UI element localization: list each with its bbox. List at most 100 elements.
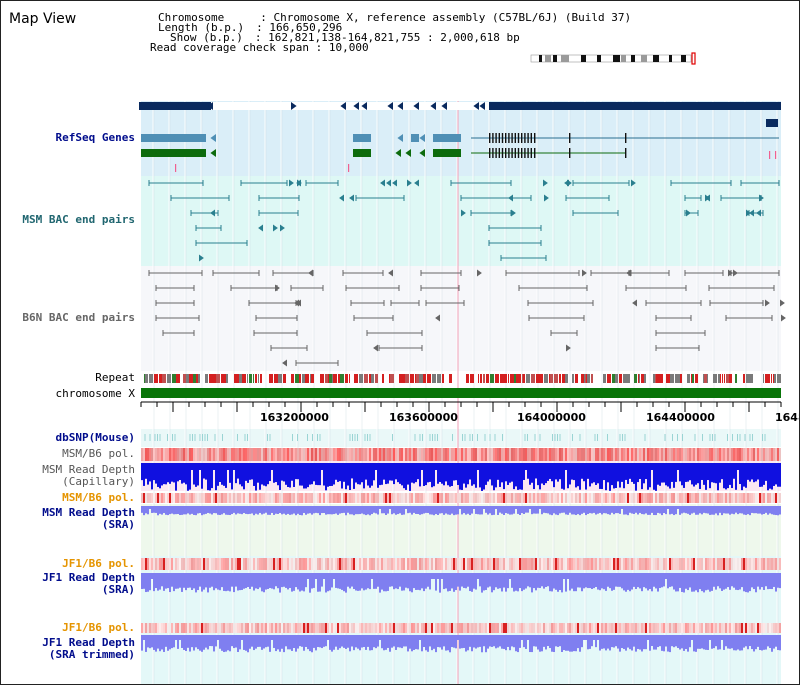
msm-depth-sra-bar: [207, 506, 209, 513]
msm-b6-pol-sra-cell: [763, 493, 765, 503]
jf1-depth-trim-bar: [501, 635, 503, 649]
dbsnp-mark: [702, 434, 703, 441]
msm-b6-pol-sra-cell: [453, 493, 455, 503]
msm-depth-capillary-bar: [355, 463, 357, 483]
msm-b6-pol-sra-cell: [353, 493, 355, 503]
msm-b6-pol-sra-cell: [691, 493, 693, 503]
track-label-b6n-bac[interactable]: B6N BAC end pairs: [22, 311, 135, 324]
jf1-b6-pol-cell: [373, 558, 375, 570]
msm-depth-capillary-bar: [459, 463, 461, 490]
jf1-depth-sra-bar: [387, 573, 389, 591]
msm-b6-pol-sra-cell: [179, 493, 181, 503]
strand-arrow: [430, 102, 436, 110]
msm-b6-pol-cell: [415, 448, 417, 461]
jf1-b6-pol-cell: [285, 558, 287, 570]
jf1-depth-trim-bar: [505, 635, 507, 651]
msm-depth-capillary-bar: [543, 463, 545, 486]
jf1-b6-pol-cell: [251, 558, 253, 570]
repeat-element: [768, 374, 770, 383]
show-label: Show (b.p.): [170, 31, 243, 44]
dbsnp-mark: [622, 434, 623, 441]
jf1-depth-sra-bar: [205, 573, 207, 588]
msm-b6-pol-cell: [179, 448, 181, 461]
repeat-element: [410, 374, 414, 383]
jf1-depth-trim-bar: [777, 635, 779, 651]
repeat-element: [703, 374, 704, 383]
msm-depth-capillary-bar: [657, 463, 659, 485]
jf1-depth-sra-bar: [421, 573, 423, 589]
jf1-b6-pol-cell: [197, 558, 199, 570]
msm-b6-pol-sra-cell: [197, 493, 199, 503]
jf1-depth-trim-bar: [391, 635, 393, 648]
msm-b6-pol-cell: [277, 448, 279, 461]
jf1-depth-sra-bar: [559, 573, 561, 591]
jf1-b6-pol-cell: [569, 558, 571, 570]
jf1-depth-trim-bar: [285, 635, 287, 647]
msm-b6-pol-cell: [457, 448, 459, 461]
jf1-b6-pol-trim-cell: [345, 623, 347, 633]
chromosome-ideogram[interactable]: [530, 52, 696, 65]
track-label-refseq[interactable]: RefSeq Genes: [55, 131, 135, 144]
jf1-b6-pol-trim-cell: [757, 623, 759, 633]
jf1-b6-pol-trim-cell: [539, 623, 541, 633]
msm-b6-pol-cell: [175, 448, 177, 461]
msm-depth-sra-bar: [199, 506, 201, 514]
repeat-element: [549, 374, 550, 383]
jf1-depth-sra-bar: [427, 573, 429, 587]
msm-b6-pol-cell: [255, 448, 257, 461]
jf1-depth-trim-bar: [365, 635, 367, 650]
jf1-depth-sra-bar: [409, 573, 411, 592]
jf1-b6-pol-cell: [537, 558, 539, 570]
jf1-depth-trim-bar: [613, 635, 615, 648]
msm-b6-pol-cell: [265, 448, 267, 461]
jf1-b6-pol-cell: [267, 558, 269, 570]
track-label-msm-bac[interactable]: MSM BAC end pairs: [22, 213, 135, 226]
jf1-b6-pol-cell: [203, 558, 205, 570]
dbsnp-mark: [429, 434, 431, 441]
dbsnp-mark: [154, 434, 156, 441]
jf1-b6-pol-trim-cell: [767, 623, 769, 633]
jf1-b6-pol-cell: [409, 558, 411, 570]
dbsnp-mark: [489, 434, 491, 441]
msm-depth-sra-bar: [721, 506, 723, 516]
jf1-depth-trim-bar: [557, 635, 559, 647]
jf1-depth-trim-bar: [589, 635, 591, 649]
jf1-depth-sra-bar: [523, 573, 525, 590]
msm-b6-pol-sra-cell: [435, 493, 437, 503]
msm-depth-sra-bar: [525, 506, 527, 513]
jf1-depth-sra-bar: [659, 573, 661, 589]
refseq-exon-tick: [521, 133, 523, 143]
msm-depth-capillary-bar: [295, 463, 297, 480]
msm-b6-pol-sra-cell: [753, 493, 755, 503]
jf1-depth-sra-bar: [489, 573, 491, 587]
msm-b6-pol-cell: [455, 448, 457, 461]
jf1-b6-pol-trim-cell: [659, 623, 661, 633]
repeat-element: [432, 374, 436, 383]
msm-b6-pol-sra-cell: [287, 493, 289, 503]
track-label-dbsnp[interactable]: dbSNP(Mouse): [55, 431, 135, 444]
msm-b6-pol-cell: [417, 448, 419, 461]
msm-b6-pol-cell: [709, 448, 711, 461]
msm-depth-capillary-bar: [309, 463, 311, 485]
msm-depth-sra-bar: [273, 506, 275, 515]
repeat-element: [247, 374, 248, 383]
jf1-b6-pol-cell: [687, 558, 689, 570]
jf1-b6-pol-trim-cell: [431, 623, 433, 633]
msm-depth-capillary-bar: [175, 463, 177, 491]
jf1-depth-sra-bar: [357, 573, 359, 591]
jf1-b6-pol-trim-cell: [291, 623, 293, 633]
msm-depth-sra-bar: [419, 506, 421, 515]
jf1-depth-trim-bar: [419, 635, 421, 640]
strand-arrow: [435, 149, 441, 157]
jf1-b6-pol-cell: [571, 558, 573, 570]
jf1-depth-trim-bar: [293, 635, 295, 649]
msm-depth-sra-bar: [303, 506, 305, 513]
jf1-depth-trim-bar: [323, 635, 325, 647]
jf1-depth-sra-bar: [439, 573, 441, 593]
msm-b6-pol-sra-cell: [341, 493, 343, 503]
jf1-depth-trim-bar: [327, 635, 329, 640]
jf1-b6-pol-cell: [141, 558, 143, 570]
msm-b6-pol-sra-cell: [609, 493, 611, 503]
b6n-bac-arrow: [582, 269, 587, 277]
